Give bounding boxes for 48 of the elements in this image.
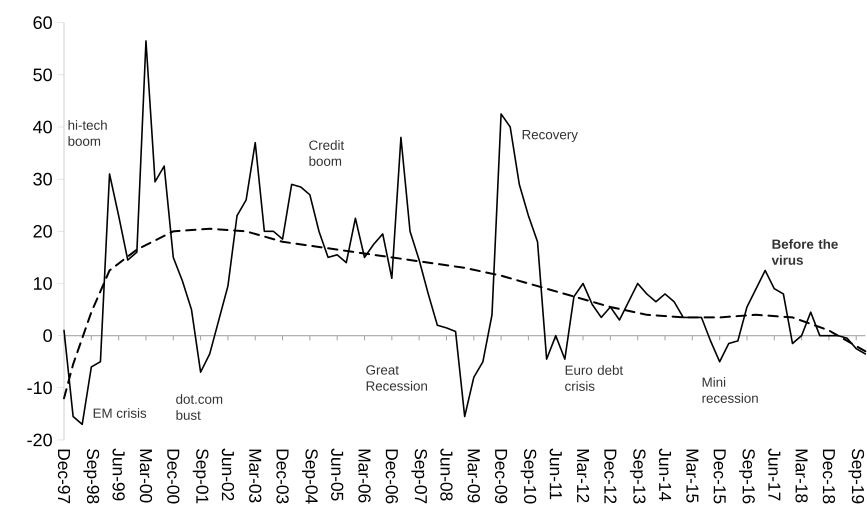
x-tick-label: Sep-19 [848,449,864,504]
annotation: EM crisis [94,408,146,418]
y-tick-label: -10 [27,381,52,394]
x-tick-label: Sep-01 [192,449,208,504]
x-tick-label: Sep-98 [83,449,100,504]
y-tick-label: 30 [33,172,52,186]
y-tick-label: 10 [34,277,52,290]
x-tick-label: Dec-18 [822,450,836,504]
annotation: Great Recession [366,365,427,391]
x-tick-label: Jun-02 [222,448,234,500]
y-tick-label: 50 [33,68,52,82]
x-tick-label: Dec-03 [276,450,289,504]
x-tick-label: Dec-15 [714,450,726,504]
y-tick-label: -20 [27,434,52,446]
annotation: dot.com bust [176,394,222,420]
x-tick-label: Mar-06 [358,450,371,502]
y-tick-label: 40 [33,120,52,134]
x-tick-label: Jun-14 [658,448,672,501]
x-tick-label: Dec-09 [494,450,508,504]
y-tick-label: 20 [34,224,52,238]
annotation: Before the virus [772,239,838,265]
x-tick-label: Mar-09 [468,450,480,502]
x-tick-label: Dec-00 [167,450,180,504]
annotation: Credit boom [309,140,344,166]
x-tick-label: Jun-05 [331,448,344,501]
x-tick-label: Jun-17 [768,448,780,500]
x-tick-label: Jun-99 [112,448,125,500]
x-tick-label: Sep-07 [411,449,427,504]
x-tick-label: Sep-16 [739,449,755,504]
y-tick-label: 0 [43,329,52,342]
x-tick-label: Mar-00 [140,450,152,502]
annotation: Mini recession [702,377,758,403]
x-tick-label: Mar-12 [576,450,590,502]
x-tick-label: Jun-11 [550,448,562,500]
x-tick-label: Sep-04 [302,449,318,504]
annotation: Euro debt crisis [565,365,624,391]
x-tick-label: Sep-10 [520,449,536,504]
x-tick-label: Sep-13 [630,449,646,504]
annotation: hi-tech boom [68,120,107,146]
x-tick-label: Dec-12 [604,450,617,504]
y-tick-label: 60 [34,16,52,30]
x-tick-label: Mar-18 [795,450,808,502]
x-tick-label: Mar-03 [249,450,262,502]
x-tick-label: Jun-08 [440,448,453,500]
x-tick-label: Dec-97 [58,450,70,504]
annotation: Recovery [522,130,578,142]
x-tick-label: Dec-06 [386,450,398,504]
x-tick-label: Mar-15 [686,450,698,502]
